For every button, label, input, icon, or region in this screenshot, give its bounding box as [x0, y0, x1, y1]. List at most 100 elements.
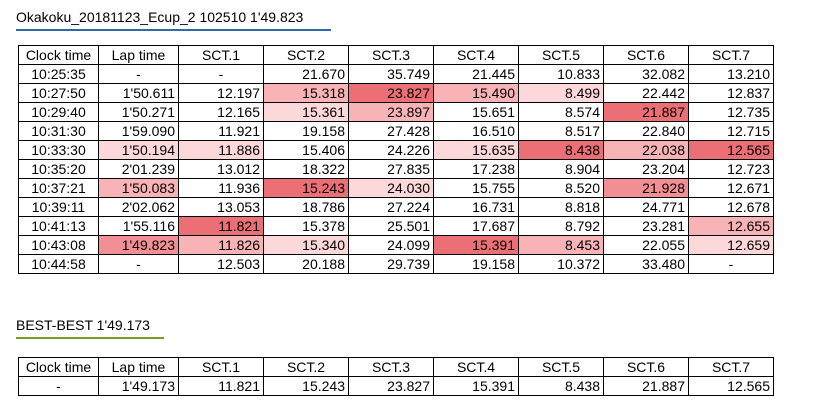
column-header: Lap time — [98, 357, 179, 377]
sector-time-cell: 11.826 — [178, 235, 264, 255]
lap-time-cell: 2'02.062 — [98, 197, 179, 217]
sector-time-cell: 15.361 — [263, 102, 349, 122]
clock-time-cell: 10:44:58 — [18, 254, 99, 274]
table-row: 10:35:20 2'01.239 13.012 18.322 27.835 17.238… — [18, 159, 774, 179]
lap-time-cell: 1'49.823 — [98, 235, 179, 255]
session-title-underline — [16, 29, 331, 31]
sector-time-cell: 15.755 — [433, 178, 519, 198]
sector-time-cell: 12.678 — [688, 197, 774, 217]
sector-time-cell: 12.723 — [688, 159, 774, 179]
sector-time-cell: 12.565 — [688, 140, 774, 160]
sector-time-cell: 27.835 — [348, 159, 434, 179]
lap-time-cell: - — [98, 64, 179, 84]
sector-time-cell: 25.501 — [348, 216, 434, 236]
sector-time-cell: 8.520 — [518, 178, 604, 198]
sector-time-cell: 18.322 — [263, 159, 349, 179]
sector-time-cell: 11.886 — [178, 140, 264, 160]
sector-time-cell: 8.904 — [518, 159, 604, 179]
clock-time-cell: 10:31:30 — [18, 121, 99, 141]
sector-time-cell: 12.837 — [688, 83, 774, 103]
lap-time-cell: 1'59.090 — [98, 121, 179, 141]
sector-time-cell: 35.749 — [348, 64, 434, 84]
sector-time-cell: 8.818 — [518, 197, 604, 217]
clock-time-cell: 10:41:13 — [18, 216, 99, 236]
lap-table: Clock time Lap time SCT.1 SCT.2 SCT.3 SCT.4 SC… — [18, 45, 774, 274]
sector-time-cell: 8.517 — [518, 121, 604, 141]
lap-time-cell: 2'01.239 — [98, 159, 179, 179]
sector-time-cell: 21.670 — [263, 64, 349, 84]
best-table: Clock time Lap time SCT.1 SCT.2 SCT.3 SCT.4 SC… — [18, 357, 774, 396]
best-title: BEST-BEST 1'49.173 — [16, 317, 150, 333]
sector-time-cell: 12.655 — [688, 216, 774, 236]
sector-time-cell: 15.318 — [263, 83, 349, 103]
sector-time-cell: 21.887 — [603, 376, 689, 396]
table-row: 10:25:35- -21.670 35.749 21.445 10.833 32.082… — [18, 64, 774, 84]
sector-time-cell: 8.453 — [518, 235, 604, 255]
sector-time-cell: 23.204 — [603, 159, 689, 179]
sector-time-cell: 24.030 — [348, 178, 434, 198]
sector-time-cell: 15.243 — [263, 376, 349, 396]
sector-time-cell: 12.197 — [178, 83, 264, 103]
sector-time-cell: 15.340 — [263, 235, 349, 255]
column-header: SCT.4 — [433, 45, 519, 65]
sector-time-cell: - — [178, 64, 264, 84]
sector-time-cell: 22.038 — [603, 140, 689, 160]
sector-time-cell: 19.158 — [433, 254, 519, 274]
lap-time-cell: 1'50.083 — [98, 178, 179, 198]
sector-time-cell: 15.391 — [433, 235, 519, 255]
sector-time-cell: 23.281 — [603, 216, 689, 236]
best-table-header-row: Clock time Lap time SCT.1 SCT.2 SCT.3 SCT.4 SC… — [18, 357, 774, 377]
sector-time-cell: 15.391 — [433, 376, 519, 396]
lap-time-cell: 1'50.611 — [98, 83, 179, 103]
clock-time-cell: 10:35:20 — [18, 159, 99, 179]
sector-time-cell: 12.659 — [688, 235, 774, 255]
sector-time-cell: 8.574 — [518, 102, 604, 122]
sector-time-cell: 8.438 — [518, 140, 604, 160]
sector-time-cell: 8.499 — [518, 83, 604, 103]
sector-time-cell: 15.490 — [433, 83, 519, 103]
sector-time-cell: 11.921 — [178, 121, 264, 141]
clock-time-cell: - — [18, 376, 99, 396]
sector-time-cell: 8.792 — [518, 216, 604, 236]
sector-time-cell: 33.480 — [603, 254, 689, 274]
sector-time-cell: 17.238 — [433, 159, 519, 179]
sector-time-cell: 12.715 — [688, 121, 774, 141]
table-row: 10:37:21 1'50.083 11.936 15.243 24.030 15.755… — [18, 178, 774, 198]
lap-time-cell: 1'55.116 — [98, 216, 179, 236]
sector-time-cell: 15.378 — [263, 216, 349, 236]
best-title-underline — [16, 337, 164, 339]
sector-time-cell: 23.827 — [348, 376, 434, 396]
lap-time-cell: 1'50.194 — [98, 140, 179, 160]
sector-time-cell: 20.188 — [263, 254, 349, 274]
table-row: 10:43:08 1'49.823 11.826 15.340 24.099 15.391… — [18, 235, 774, 255]
sector-time-cell: 21.445 — [433, 64, 519, 84]
sector-time-cell: 15.635 — [433, 140, 519, 160]
sector-time-cell: 27.428 — [348, 121, 434, 141]
column-header: SCT.2 — [263, 357, 349, 377]
sector-time-cell: 12.165 — [178, 102, 264, 122]
column-header: SCT.6 — [603, 357, 689, 377]
sector-time-cell: 32.082 — [603, 64, 689, 84]
lap-time-cell: - — [98, 254, 179, 274]
sector-time-cell: 21.887 — [603, 102, 689, 122]
column-header: SCT.2 — [263, 45, 349, 65]
column-header: SCT.3 — [348, 357, 434, 377]
sector-time-cell: 22.840 — [603, 121, 689, 141]
table-row: 10:31:30 1'59.090 11.921 19.158 27.428 16.510… — [18, 121, 774, 141]
sector-time-cell: 16.510 — [433, 121, 519, 141]
column-header: SCT.7 — [688, 357, 774, 377]
sector-time-cell: 10.833 — [518, 64, 604, 84]
column-header: SCT.1 — [178, 45, 264, 65]
table-row: 10:33:30 1'50.194 11.886 15.406 24.226 15.635… — [18, 140, 774, 160]
sector-time-cell: 24.771 — [603, 197, 689, 217]
sector-time-cell: 22.055 — [603, 235, 689, 255]
clock-time-cell: 10:39:11 — [18, 197, 99, 217]
clock-time-cell: 10:43:08 — [18, 235, 99, 255]
lap-table-header-row: Clock time Lap time SCT.1 SCT.2 SCT.3 SCT.4 SC… — [18, 45, 774, 65]
table-row: 10:39:11 2'02.062 13.053 18.786 27.224 16.731… — [18, 197, 774, 217]
sector-time-cell: 23.827 — [348, 83, 434, 103]
sector-time-cell: 16.731 — [433, 197, 519, 217]
sector-time-cell: 23.897 — [348, 102, 434, 122]
column-header: SCT.5 — [518, 357, 604, 377]
column-header: SCT.6 — [603, 45, 689, 65]
